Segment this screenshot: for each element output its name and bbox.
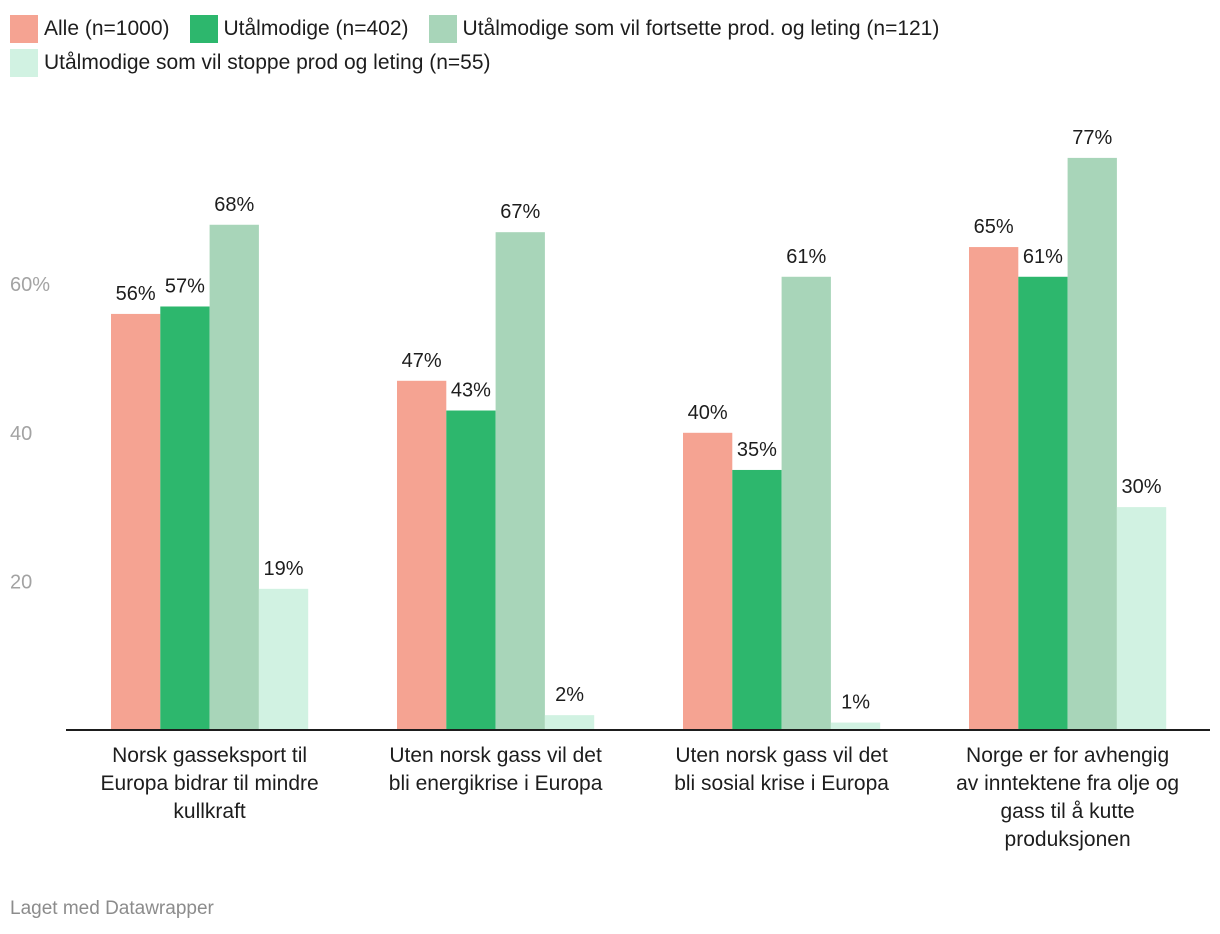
bar-value-label: 19% [264, 558, 304, 580]
legend-label-fortsette: Utålmodige som vil fortsette prod. og le… [462, 17, 940, 40]
bar [544, 715, 595, 730]
bar [111, 313, 161, 730]
legend-swatch-stoppe [10, 49, 38, 77]
bar-value-label: 61% [786, 246, 826, 268]
bar-value-label: 56% [116, 283, 156, 305]
category-label: kullkraft [173, 800, 246, 823]
legend-swatch-fortsette [428, 15, 457, 43]
bar-value-label: 2% [555, 684, 584, 706]
bar [1067, 157, 1117, 730]
category-label: Europa bidrar til mindre [100, 772, 318, 795]
category-label: Norsk gasseksport til [112, 744, 307, 767]
legend-label-alle: Alle (n=1000) [44, 17, 170, 40]
bar [683, 432, 733, 730]
bar-value-label: 57% [165, 275, 205, 297]
bar-value-label: 35% [737, 439, 777, 461]
bar [732, 469, 782, 730]
bar-value-label: 43% [451, 380, 491, 402]
category-label: bli sosial krise i Europa [674, 772, 889, 795]
legend-swatch-utalmodige [189, 15, 218, 43]
bar-value-label: 67% [500, 201, 540, 223]
bar [258, 588, 309, 730]
bar-value-label: 61% [1023, 246, 1063, 268]
legend-row-2: Utålmodige som vil stoppe prod og leting… [10, 46, 1210, 80]
legend-item-fortsette: Utålmodige som vil fortsette prod. og le… [428, 15, 940, 43]
bar-value-label: 1% [841, 692, 870, 714]
bar [781, 276, 831, 730]
category-label: Uten norsk gass vil det [675, 744, 888, 767]
bar-value-label: 68% [214, 194, 254, 216]
category-label: bli energikrise i Europa [389, 772, 603, 795]
bar [495, 232, 545, 730]
bar-value-label: 47% [402, 350, 442, 372]
bar [209, 224, 259, 730]
bar-value-label: 77% [1072, 127, 1112, 149]
legend-swatch-alle [10, 15, 38, 43]
legend-item-stoppe: Utålmodige som vil stoppe prod og leting… [10, 49, 491, 77]
bar [830, 722, 881, 730]
legend-row-1: Alle (n=1000) Utålmodige (n=402) Utålmod… [10, 12, 1210, 46]
bar-value-label: 65% [974, 216, 1014, 238]
category-label: produksjonen [1005, 828, 1131, 851]
category-label: Uten norsk gass vil det [389, 744, 602, 767]
legend-item-alle: Alle (n=1000) [10, 15, 170, 43]
datawrapper-credit: Laget med Datawrapper [10, 898, 214, 919]
bar [160, 306, 210, 730]
legend-label-stoppe: Utålmodige som vil stoppe prod og leting… [44, 51, 491, 74]
legend-item-utalmodige: Utålmodige (n=402) [189, 15, 409, 43]
legend: Alle (n=1000) Utålmodige (n=402) Utålmod… [10, 12, 1210, 80]
y-tick-label: 60% [10, 274, 50, 296]
category-label: av inntektene fra olje og [956, 772, 1179, 795]
bar [969, 247, 1019, 731]
y-tick-label: 40 [10, 423, 32, 445]
category-label: gass til å kutte [1000, 800, 1134, 823]
bar [1116, 507, 1167, 730]
bar-value-label: 30% [1122, 476, 1162, 498]
legend-label-utalmodige: Utålmodige (n=402) [223, 17, 409, 40]
y-tick-label: 20 [10, 571, 32, 593]
bar-value-label: 40% [688, 402, 728, 424]
bar [397, 380, 447, 730]
bar [446, 410, 496, 730]
category-label: Norge er for avhengig [966, 744, 1169, 767]
bar [1018, 276, 1068, 730]
